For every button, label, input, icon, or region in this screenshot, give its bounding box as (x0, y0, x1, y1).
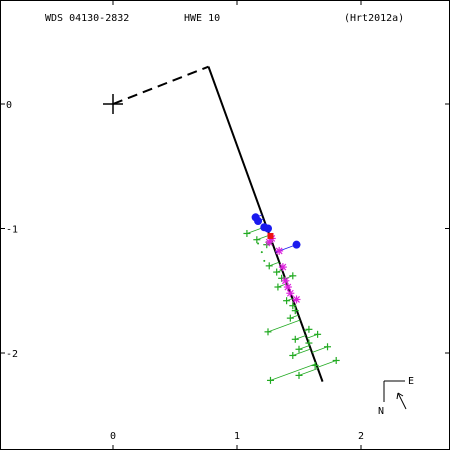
residual-connector (269, 261, 280, 267)
plus-marker (273, 268, 281, 276)
asterisk-marker-d2 (279, 263, 287, 271)
residual-connector (311, 346, 328, 353)
plus-marker (266, 376, 274, 384)
residual-connector (267, 319, 301, 333)
residual-connector (298, 345, 310, 350)
plus-marker (286, 314, 294, 322)
x-tick-label: 2 (358, 431, 364, 442)
plus-marker (305, 339, 313, 347)
asterisk-marker (283, 283, 292, 292)
y-tick-label: -1 (6, 225, 18, 236)
plus-marker (289, 272, 297, 280)
residual-connector (298, 368, 318, 376)
wds-id-label: WDS 04130-2832 (45, 13, 129, 24)
residual-connector (270, 363, 317, 381)
plus-marker (305, 325, 313, 333)
dot-marker (263, 259, 266, 262)
plus-marker (264, 328, 272, 336)
dot-marker (257, 242, 260, 245)
x-tick-label: 1 (234, 431, 240, 442)
asterisk-marker-d2 (284, 283, 292, 291)
asterisk-marker-d2 (265, 238, 273, 246)
asterisk-marker (275, 246, 284, 255)
circle-marker (264, 224, 272, 233)
asterisk-marker (278, 263, 287, 272)
plus-marker (314, 330, 322, 338)
asterisk-marker (265, 238, 274, 247)
plus-marker (311, 361, 319, 369)
circle-marker (251, 213, 260, 222)
plus-marker (295, 371, 303, 379)
points-layer (243, 213, 340, 384)
asterisk-marker (286, 289, 295, 298)
compass: E N (378, 376, 414, 417)
square-marker (267, 232, 274, 239)
asterisk-marker (292, 295, 301, 304)
reference-label: (Hrt2012a) (344, 13, 404, 24)
y-tick-label: 0 (6, 100, 12, 111)
x-tick-label: 0 (110, 431, 116, 442)
residual-connector (256, 234, 270, 241)
y-tick-label: -2 (6, 349, 18, 360)
plus-marker (291, 335, 299, 343)
reference-dashed-line (112, 65, 209, 105)
residual-connector (292, 348, 311, 356)
asterisk-marker (281, 276, 290, 285)
plus-marker (283, 297, 291, 305)
plus-marker (289, 302, 297, 310)
asterisk-marker-d2 (281, 277, 289, 285)
plus-marker (274, 283, 282, 291)
residual-connector (295, 335, 306, 340)
asterisk-marker-d2 (286, 289, 294, 297)
residual-connector (306, 333, 318, 339)
plus-marker (332, 356, 340, 364)
motion-arrow-head-right (397, 392, 404, 397)
plus-marker (324, 343, 332, 351)
plus-marker (243, 229, 251, 237)
compass-east-label: E (408, 376, 414, 387)
compass-north-label: N (378, 406, 384, 417)
dot-marker (260, 251, 263, 254)
asterisk-marker-d2 (275, 247, 283, 255)
plus-marker (253, 236, 261, 244)
discoverer-label: HWE 10 (184, 13, 220, 24)
plus-marker (289, 351, 297, 359)
residual-connector (317, 360, 337, 368)
circle-marker (292, 240, 301, 249)
plus-marker (295, 345, 303, 353)
asterisk-marker-d2 (293, 296, 300, 303)
motion-arrow-shaft (397, 392, 407, 410)
motion-arrow-head-left (396, 392, 399, 400)
plus-marker (265, 262, 273, 270)
plus-marker (291, 307, 299, 315)
